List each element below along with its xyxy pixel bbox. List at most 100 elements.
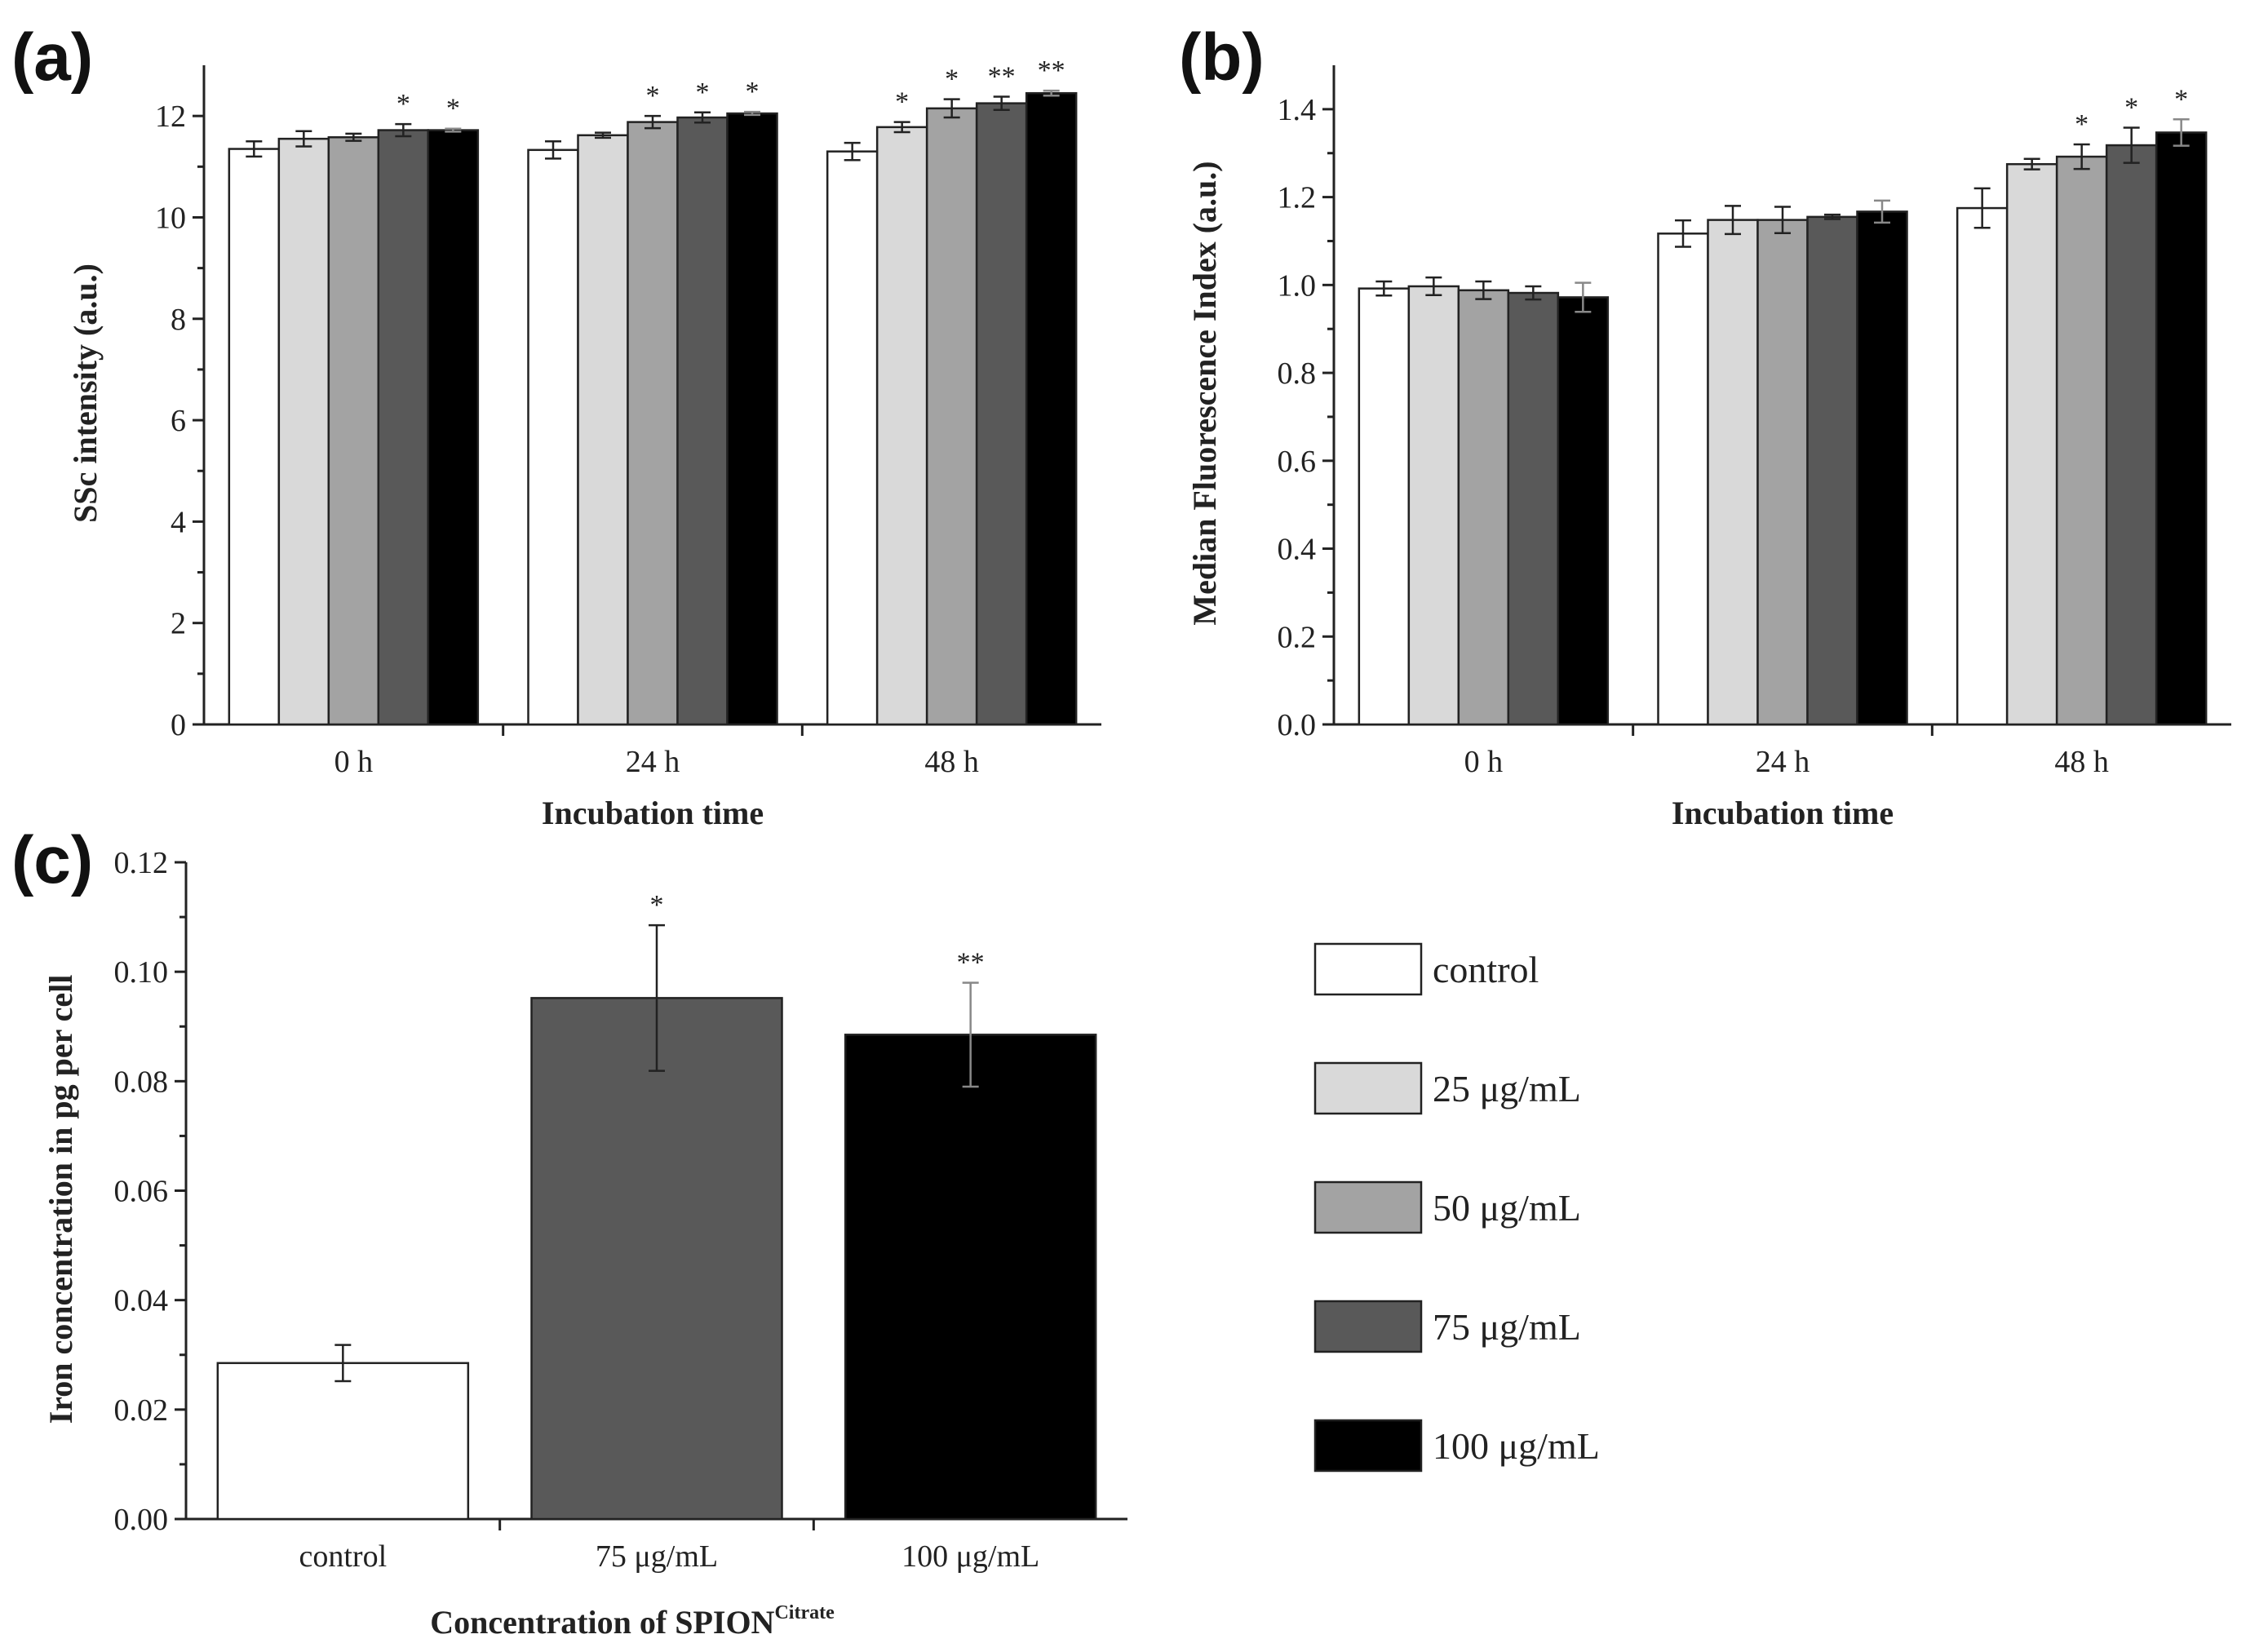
panel-c-y-tick-label: 0.10 [114,955,169,990]
panel-a-x-tick-label: 24 h [626,745,680,779]
bar-a-1-4 [726,112,778,726]
legend-swatch [1313,942,1423,996]
panel-c-y-tick-label: 0.06 [114,1175,169,1209]
panel-a-y-tick-label: 8 [171,303,186,337]
panel-b-y-axis-title: Median Fluorescence Index (a.u.) [1186,161,1223,625]
bar-a-0-1 [277,137,330,726]
panel-a-y-axis-title: SSc intensity (a.u.) [67,264,104,523]
panel-a-axes: 0 2 4 6 8 10 12 0 h 24 h 48 h [155,65,1101,779]
bar-c-0 [216,1362,470,1521]
legend: control 25 μg/mL 50 μg/mL 75 μg/mL 100 μg/mL [1313,942,1600,1473]
bar-a-1-0 [527,148,579,726]
bar-b-2-4 [2155,131,2208,726]
bar-c-1 [530,997,783,1521]
panel-c-x-axis-title-sup: Citrate [774,1602,835,1623]
significance-a-0-3: * [396,89,410,119]
panel-c-x-tick-label: 100 μg/mL [901,1539,1039,1574]
panel-a-y-tick-label: 12 [155,100,186,134]
bar-a-2-1 [875,126,928,726]
bar-b-1-3 [1806,215,1858,726]
bar-b-2-2 [2055,155,2108,726]
panel-b-label: (b) [1179,20,1265,95]
panel-b-y-tick-label: 1.2 [1278,181,1317,215]
panel-b-y-tick-label: 1.0 [1278,268,1317,303]
bar-b-0-3 [1507,291,1560,726]
panel-b-x-axis-title: Incubation time [1672,795,1894,831]
bar-b-1-4 [1856,210,1908,726]
bar-a-2-3 [975,102,1028,726]
legend-label: 75 μg/mL [1433,1306,1581,1348]
panel-c-label: (c) [11,823,93,897]
significance-a-2-4: ** [1038,55,1065,86]
bar-a-1-3 [676,116,729,726]
panel-b-y-tick-label: 0.0 [1278,708,1317,742]
panel-c-x-axis-title: Concentration of SPIONCitrate [430,1602,835,1641]
bar-a-1-1 [577,134,629,726]
significance-b-2-3: * [2124,92,2138,122]
bar-b-2-0 [1956,206,2009,726]
panel-c-chart: (c) 0.00 0.02 0.04 0.06 0.08 0.10 0.12 control 7… [11,823,1127,1641]
panel-a-x-tick-label: 48 h [924,745,979,779]
bar-a-0-0 [228,148,281,726]
panel-b-y-tick-label: 0.2 [1278,620,1317,654]
panel-b-chart: (b) 0.00.20.40.60.81.01.21.40 h 24 h 48 h … [1179,20,2231,831]
legend-label: control [1433,949,1539,990]
panel-a-bars: * * * * * ** ** ** [228,55,1078,726]
panel-a-y-tick-label: 2 [171,607,186,641]
panel-c-y-tick-label: 0.00 [114,1503,169,1537]
panel-c-y-axis-title: Iron concentration in pg per cell [42,975,79,1424]
bar-b-1-2 [1756,219,1809,726]
bar-c-2 [844,1034,1097,1521]
panel-c-y-tick-label: 0.12 [114,846,169,880]
panel-c-axes: 0.00 0.02 0.04 0.06 0.08 0.10 0.12 control 75 μg… [114,846,1127,1574]
panel-a-label: (a) [11,20,93,95]
significance-a-2-1: * [895,87,909,117]
bar-b-2-3 [2105,144,2158,726]
panel-a-y-tick-label: 0 [171,708,186,742]
panel-b-x-tick-label: 24 h [1756,745,1810,779]
significance-a-1-3: * [696,78,710,108]
legend-swatch [1313,1061,1423,1115]
panel-c-x-axis-title-main: Concentration of SPION [430,1604,774,1641]
panel-a-y-tick-label: 10 [155,201,186,235]
panel-b-y-tick-label: 0.8 [1278,357,1317,391]
bar-b-1-1 [1707,219,1759,726]
panel-b-y-tick-label: 0.4 [1278,533,1317,567]
significance-a-1-2: * [646,81,660,111]
legend-label: 50 μg/mL [1433,1187,1581,1229]
bar-b-0-0 [1358,287,1411,726]
bar-a-2-2 [925,107,978,726]
panel-a-x-axis-title: Incubation time [542,795,764,831]
panel-a-y-tick-label: 6 [171,404,186,438]
legend-label: 25 μg/mL [1433,1068,1581,1109]
panel-b-y-tick-label: 0.6 [1278,445,1317,479]
legend-label: 100 μg/mL [1433,1425,1600,1467]
bar-a-2-0 [826,150,879,726]
significance-b-2-4: * [2174,84,2188,114]
panel-c-x-tick-label: control [299,1539,388,1574]
significance-a-0-4: * [446,94,460,124]
bar-b-0-1 [1407,285,1460,726]
bar-b-1-0 [1657,233,1709,726]
panel-b-x-tick-label: 0 h [1464,745,1504,779]
panel-b-y-tick-label: 1.4 [1278,93,1317,127]
bar-a-2-4 [1025,91,1078,726]
bar-b-2-1 [2005,162,2058,726]
significance-c-1: * [650,890,664,920]
significance-a-2-3: ** [988,62,1016,92]
panel-c-y-tick-label: 0.08 [114,1065,169,1099]
bar-b-0-2 [1457,289,1510,726]
bar-a-0-2 [327,136,380,726]
bar-a-0-3 [377,129,430,726]
panel-a-y-tick-label: 4 [171,505,186,539]
panel-c-bars: *** [216,890,1097,1521]
bar-a-1-2 [627,121,679,726]
significance-a-2-2: * [945,64,959,95]
panel-c-y-tick-label: 0.02 [114,1393,169,1428]
legend-swatch [1313,1300,1423,1353]
bar-a-0-4 [427,129,480,726]
legend-swatch [1313,1419,1423,1473]
panel-a-x-tick-label: 0 h [334,745,374,779]
